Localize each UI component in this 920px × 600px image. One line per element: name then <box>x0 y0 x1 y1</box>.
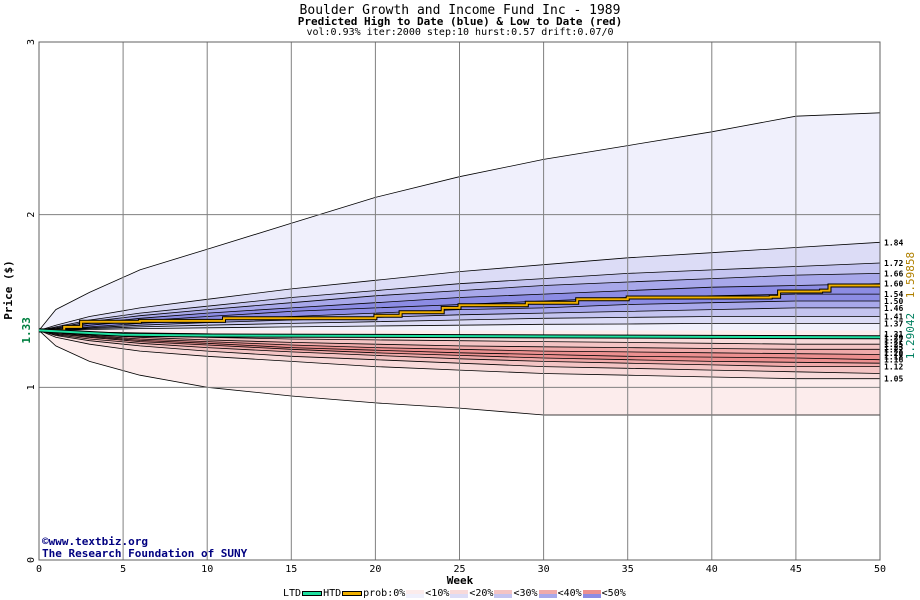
right-label-9: 1.31 <box>884 330 903 339</box>
x-tick-10: 10 <box>201 564 213 575</box>
right-label-7: 1.41 <box>884 313 903 322</box>
legend-swatch-40 <box>582 589 601 598</box>
credit-organization: The Research Foundation of SUNY <box>42 547 248 560</box>
y-tick-1: 1 <box>26 384 37 390</box>
ltd-band-2 <box>39 330 880 350</box>
right-label-17: 1.16 <box>884 356 903 365</box>
htd-band-1 <box>39 242 880 331</box>
right-label-8: 1.37 <box>884 319 903 328</box>
right-label-1: 1.72 <box>884 259 903 268</box>
x-tick-15: 15 <box>285 564 297 575</box>
right-value-labels: 1.84 1.721.66 1.601.541.501.461.411.37 1.31… <box>884 238 903 383</box>
legend-ltd-swatch <box>302 591 323 596</box>
htd-band-6 <box>39 301 880 331</box>
legend-swatch-30 <box>538 589 557 598</box>
ltd-line <box>38 329 881 339</box>
chart-params: vol:0.93% iter:2000 step:10 hurst:0.57 d… <box>306 27 614 38</box>
chart-subtitle: Predicted High to Date (blue) & Low to D… <box>297 15 623 28</box>
legend-b20-label: <20% <box>469 588 494 599</box>
legend-htd-swatch <box>342 591 363 596</box>
htd-line <box>39 284 880 332</box>
y-axis-label: Price ($) <box>2 260 15 320</box>
y-tick-3: 3 <box>26 39 37 45</box>
x-tick-45: 45 <box>790 564 802 575</box>
legend-swatch-20 <box>494 589 513 598</box>
ltd-band-3 <box>39 330 880 355</box>
x-tick-0: 0 <box>36 564 42 575</box>
right-label-4: 1.54 <box>884 290 903 299</box>
right-label-19: 1.05 <box>884 375 903 384</box>
right-label-15: 1.20 <box>884 349 903 358</box>
right-label-14: 1.22 <box>884 345 903 354</box>
htd-band-2 <box>39 263 880 331</box>
right-label-0: 1.84 <box>884 238 903 247</box>
right-label-18: 1.12 <box>884 363 903 372</box>
legend-b40-label: <40% <box>557 588 582 599</box>
legend-swatch-0 <box>406 589 425 598</box>
plot-frame <box>38 41 881 561</box>
right-label-11: 1.27 <box>884 337 903 346</box>
axis-ticks: 0 5 10 15 20 25 30 35 40 45 50 0 1 2 3 <box>26 39 886 575</box>
legend-ltd-label: LTD <box>283 588 302 599</box>
x-tick-5: 5 <box>120 564 126 575</box>
credit-website: ©www.textbiz.org <box>42 535 148 548</box>
legend: LTD HTD prob:0% <10% <20% <30% <40% <50% <box>283 588 626 600</box>
x-tick-35: 35 <box>622 564 634 575</box>
price-lines <box>38 283 881 340</box>
x-tick-25: 25 <box>453 564 465 575</box>
legend-b30-label: <30% <box>513 588 538 599</box>
y-tick-0: 0 <box>26 557 37 563</box>
ltd-final-value: 1.29042 <box>904 313 917 359</box>
start-price-label: 1.33 <box>20 317 33 344</box>
htd-band-4 <box>39 283 880 331</box>
right-label-2: 1.66 <box>884 269 903 278</box>
x-axis-label: Week <box>447 574 474 587</box>
legend-htd-label: HTD <box>323 588 342 599</box>
legend-b50-label: <50% <box>601 588 626 599</box>
right-label-13: 1.23 <box>884 343 903 352</box>
right-label-5: 1.50 <box>884 297 903 306</box>
htd-band-5 <box>39 294 880 331</box>
legend-swatch-10 <box>450 589 469 598</box>
y-tick-2: 2 <box>26 212 37 218</box>
x-tick-40: 40 <box>706 564 718 575</box>
legend-prob-label: prob:0% <box>363 588 406 599</box>
x-tick-50: 50 <box>874 564 886 575</box>
x-tick-20: 20 <box>369 564 381 575</box>
right-label-10: 1.29 <box>884 333 903 342</box>
right-label-16: 1.18 <box>884 352 903 361</box>
x-tick-30: 30 <box>538 564 550 575</box>
right-label-12: 1.25 <box>884 340 903 349</box>
htd-band-3 <box>39 273 880 331</box>
chart-title: Boulder Growth and Income Fund Inc - 198… <box>299 3 621 18</box>
right-label-3: 1.60 <box>884 280 903 289</box>
legend-b10-label: <10% <box>425 588 450 599</box>
htd-final-value: 1.59858 <box>904 252 917 298</box>
right-label-6: 1.46 <box>884 304 903 313</box>
